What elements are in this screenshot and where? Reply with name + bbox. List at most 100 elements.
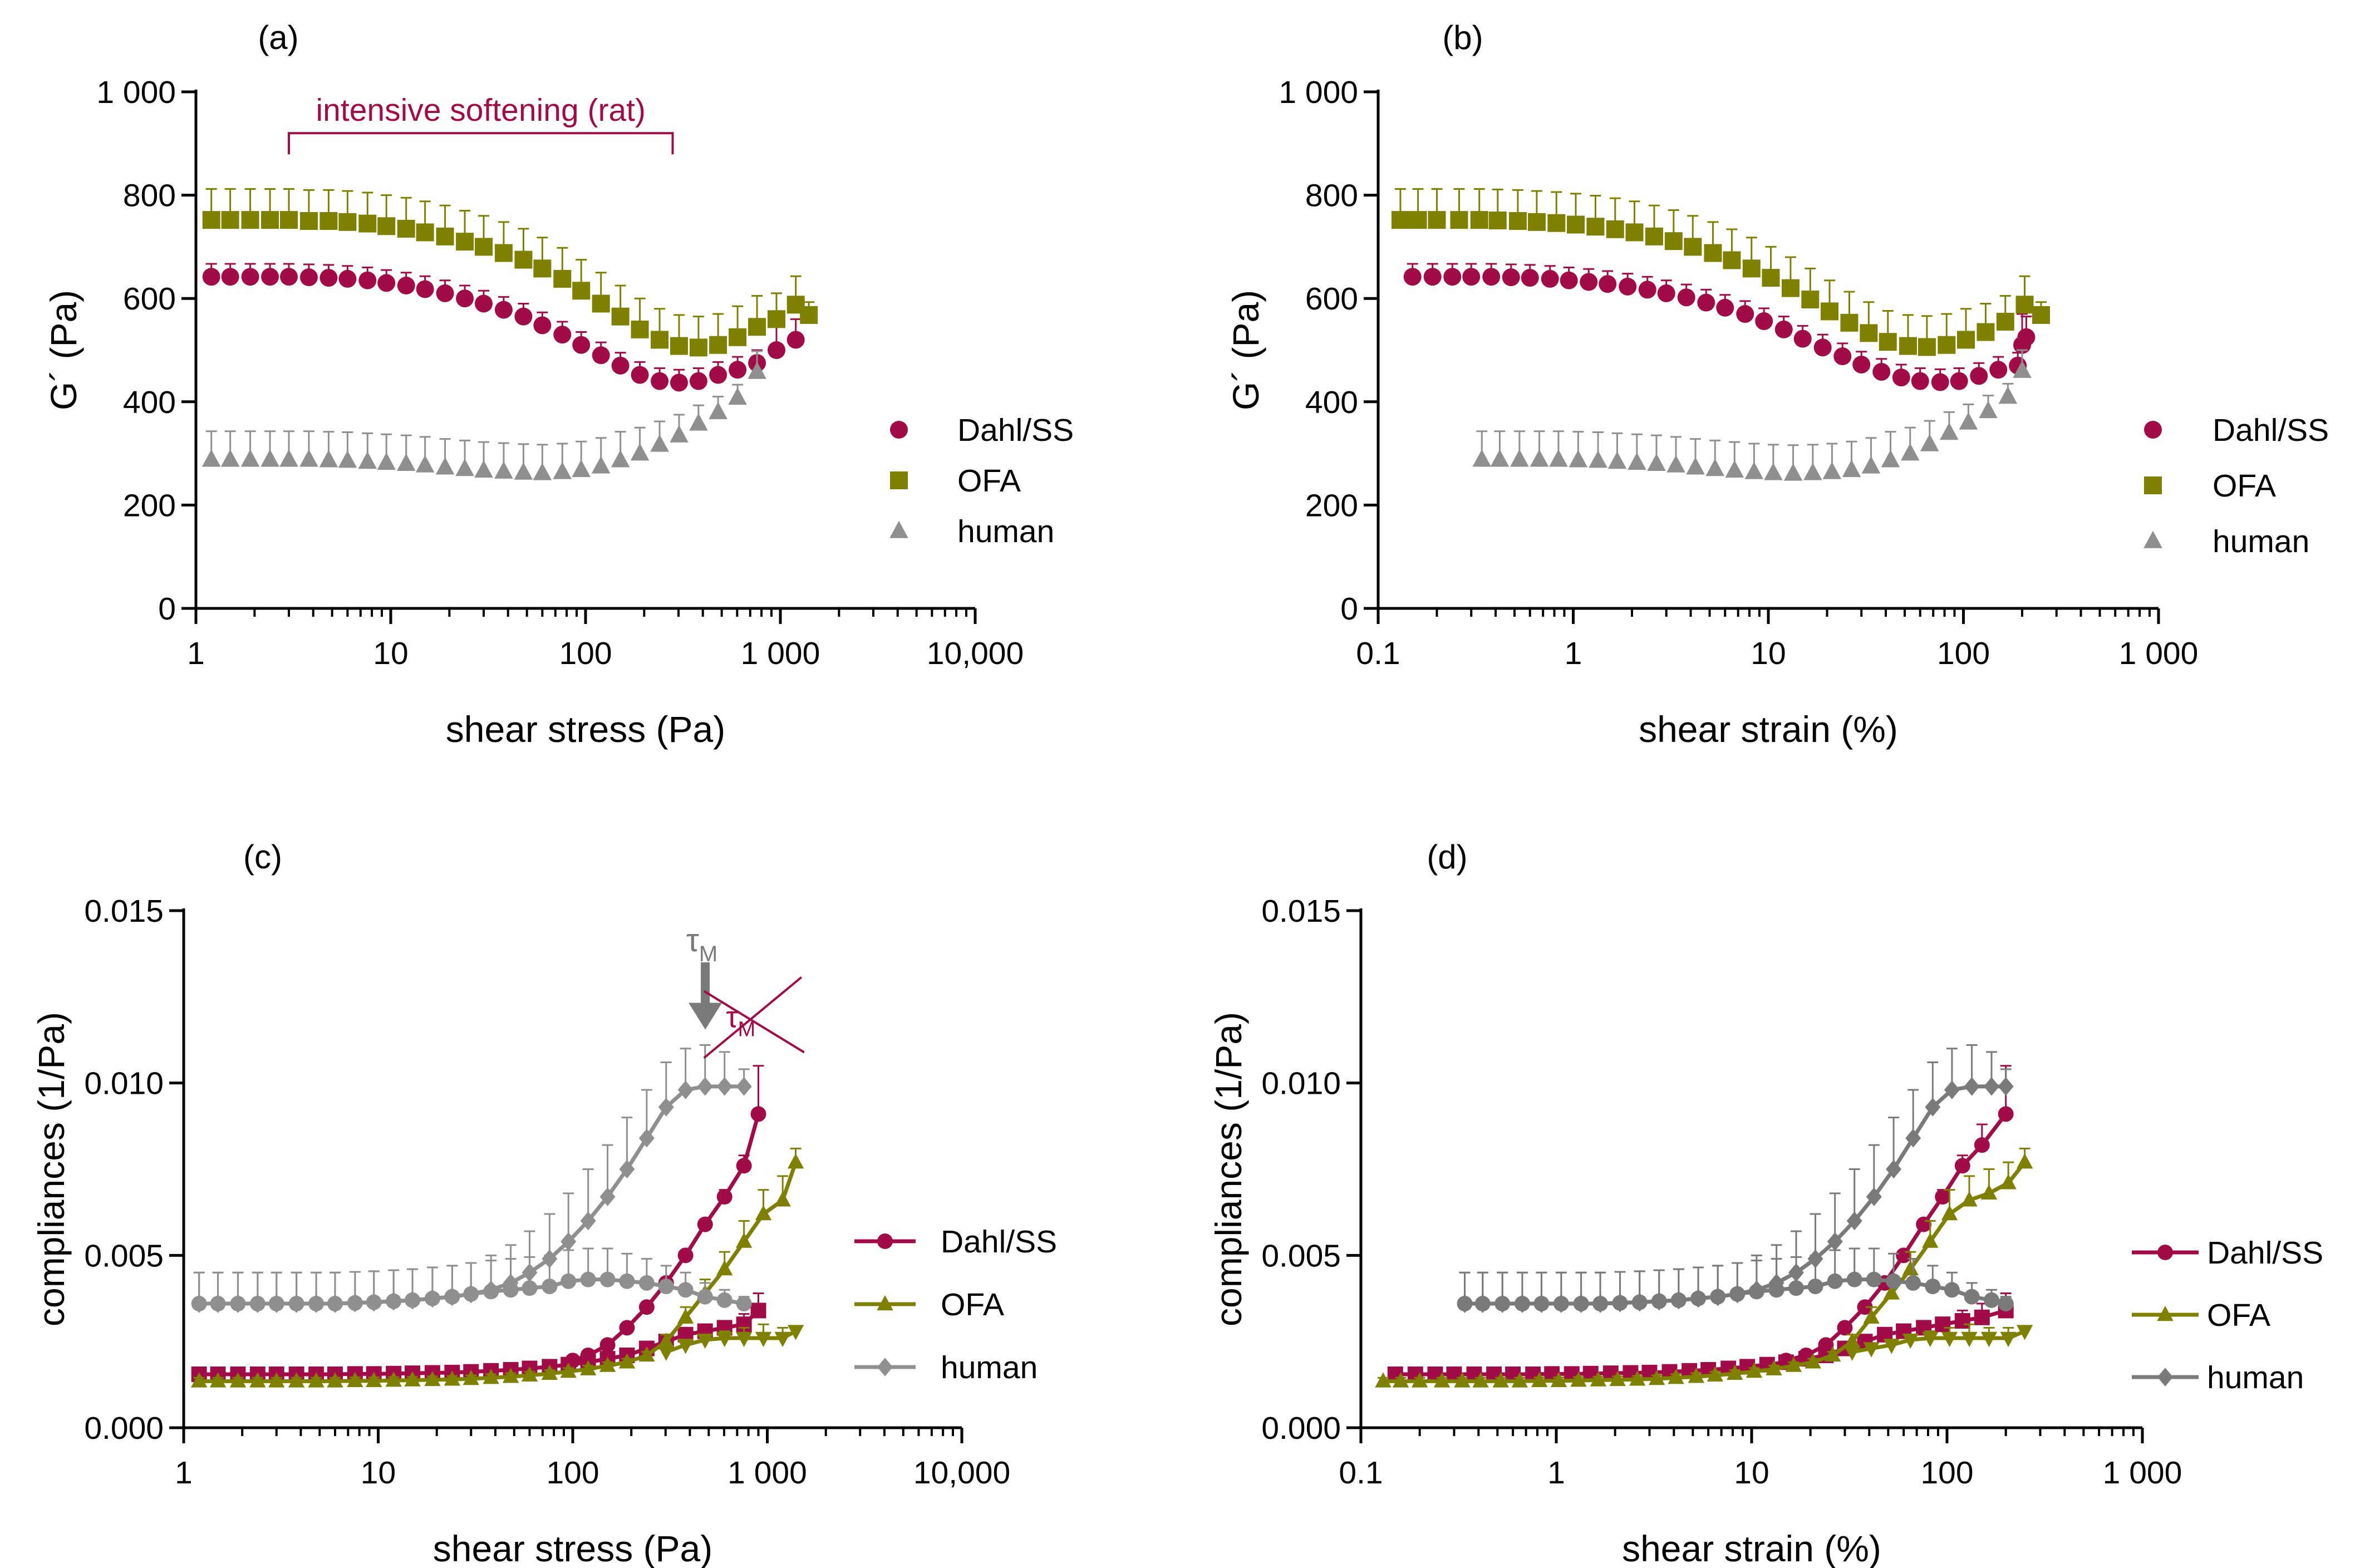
data-point: [377, 217, 396, 235]
data-point: [404, 1371, 421, 1387]
data-point: [1725, 460, 1744, 478]
data-point: [638, 1128, 655, 1148]
data-point: [230, 1296, 246, 1312]
data-point: [1570, 1372, 1587, 1387]
y-tick-label: 0.005: [1261, 1238, 1341, 1274]
data-point: [299, 449, 318, 467]
data-point: [1925, 1279, 1941, 1295]
legend-label: OFA: [957, 463, 1021, 499]
data-point: [1707, 1366, 1724, 1382]
legend: Dahl/SS OFA human: [854, 1224, 1057, 1385]
data-point: [522, 1280, 538, 1296]
data-point: [229, 1372, 247, 1388]
data-point: [1553, 1296, 1569, 1312]
y-tick-label: 0: [158, 591, 176, 627]
data-point: [1852, 355, 1871, 373]
data-point: [1612, 1295, 1628, 1311]
x-tick-label: 10,000: [927, 636, 1024, 671]
data-point: [1899, 337, 1917, 355]
data-point: [1837, 1320, 1853, 1336]
data-point: [1428, 211, 1446, 229]
data-point: [358, 451, 377, 469]
y-tick-label: 0.015: [1261, 893, 1341, 929]
data-point: [1472, 1372, 1489, 1388]
data-point: [1998, 386, 2018, 404]
data-point: [396, 453, 416, 471]
y-tick-label: 800: [1305, 178, 1358, 214]
data-point: [386, 1293, 402, 1309]
data-point: [241, 211, 259, 229]
data-point: [1961, 1191, 1978, 1207]
data-point: [735, 1232, 753, 1248]
data-point: [1827, 1273, 1843, 1289]
data-point: [658, 1333, 675, 1348]
tau-m-crossed-out: τM: [703, 976, 805, 1059]
data-point: [1628, 452, 1646, 470]
data-point: [599, 1271, 616, 1287]
data-point: [1631, 1294, 1648, 1310]
data-point: [2032, 306, 2050, 324]
data-point: [502, 1368, 519, 1383]
data-point: [1974, 1137, 1990, 1153]
data-point: [1785, 1356, 1802, 1372]
data-point: [1629, 1370, 1646, 1386]
series-ofa: [1391, 188, 2050, 356]
data-point: [1822, 461, 1842, 479]
data-point: [260, 449, 279, 467]
data-point: [347, 1372, 363, 1387]
data-point: [358, 214, 377, 233]
data-point: [444, 1289, 460, 1305]
legend: Dahl/SS OFA human: [2132, 1235, 2323, 1395]
data-point: [735, 1331, 753, 1348]
data-point: [709, 336, 727, 354]
data-point: [697, 1216, 713, 1232]
data-point: [268, 1296, 284, 1312]
data-point: [279, 449, 298, 467]
x-axis-title: shear stress (Pa): [433, 1528, 712, 1568]
data-point: [1573, 1296, 1589, 1312]
data-point: [1625, 223, 1644, 242]
data-point: [560, 1362, 577, 1378]
data-point: [1935, 1316, 1951, 1333]
cross-line: [703, 976, 803, 1059]
legend-marker: [2144, 421, 2162, 439]
data-point: [1846, 1271, 1862, 1287]
data-point: [697, 1289, 713, 1305]
bracket-line: [287, 132, 674, 155]
data-point: [1391, 211, 1409, 229]
data-point: [1886, 1159, 1902, 1179]
legend-marker: [2157, 1305, 2174, 1321]
data-point: [670, 337, 689, 355]
data-point: [1580, 273, 1598, 291]
data-point: [455, 459, 474, 476]
data-point: [1883, 1339, 1900, 1354]
data-point: [1918, 338, 1936, 356]
panel-b-shear-strain-storage-modulus: (b) 0 200 400 600 800 1 000 0.1 1 10 100 1 000 shear…: [1225, 19, 2329, 750]
data-point: [338, 450, 357, 468]
data-point: [716, 1189, 732, 1205]
data-point: [1645, 227, 1663, 245]
data-point: [553, 326, 572, 344]
data-point: [288, 1372, 305, 1388]
data-point: [768, 341, 786, 359]
y-tick-label: 600: [1305, 281, 1358, 317]
data-point: [327, 1296, 343, 1312]
data-point: [1472, 449, 1492, 467]
legend-item: Dahl/SS: [2132, 1235, 2323, 1271]
data-point: [1742, 259, 1761, 278]
data-point: [1657, 284, 1675, 302]
data-point: [319, 212, 338, 230]
panel-c-shear-stress-compliances: (c) 0.000 0.005 0.010 0.015 1 10 100 1 000 10,000…: [31, 838, 1057, 1568]
data-point: [638, 1299, 655, 1315]
data-point: [1492, 1372, 1510, 1388]
x-axis-title: shear strain (%): [1639, 709, 1898, 750]
annotation-text: intensive softening (rat): [316, 92, 646, 128]
data-point: [1824, 1346, 1841, 1362]
series-human: [1472, 349, 2032, 481]
data-point: [366, 1372, 382, 1387]
data-point: [572, 336, 591, 354]
data-point: [1664, 232, 1683, 250]
panel-a-shear-stress-storage-modulus: (a) 0 200 400 600 800 1 000 1 10 100 1 000 10,000 sh…: [43, 19, 1074, 750]
data-point: [697, 1333, 714, 1349]
data-point: [1964, 1077, 1980, 1096]
